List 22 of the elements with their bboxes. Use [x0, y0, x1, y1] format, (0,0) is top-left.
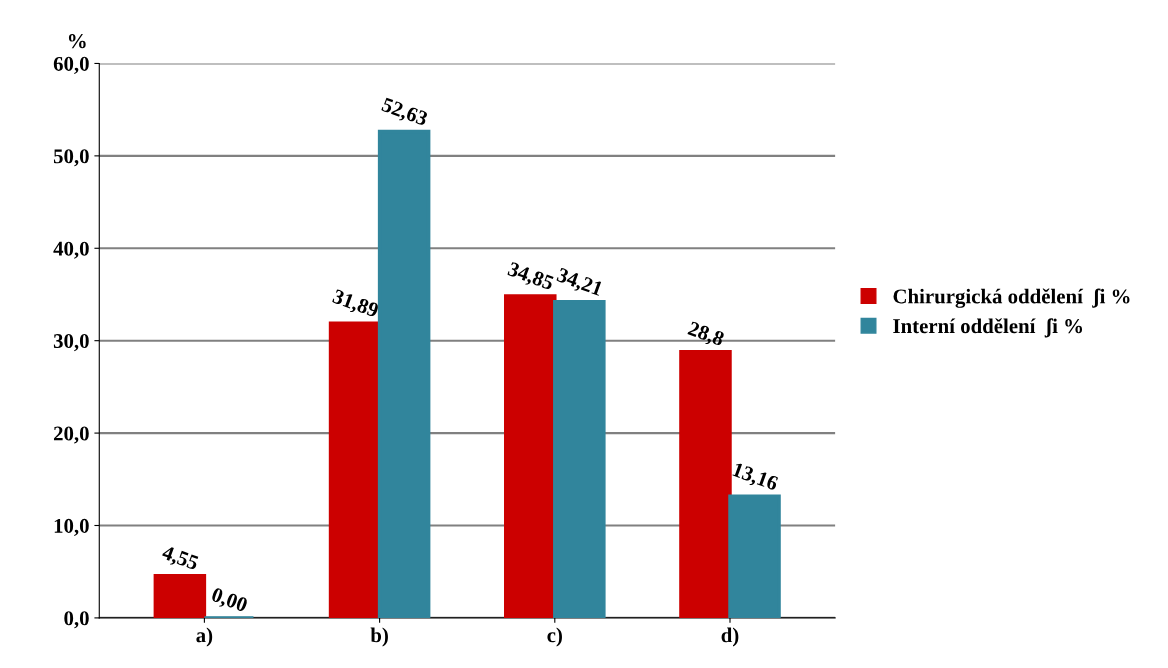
- y-tick-label: 60,0: [53, 56, 89, 74]
- x-tick-label: c): [547, 627, 562, 647]
- legend-label: Interní oddělení ʃi %: [893, 318, 1083, 338]
- y-axis-title: %: [68, 34, 86, 49]
- data-label: 13,16: [731, 462, 779, 494]
- data-label: 52,63: [380, 97, 429, 129]
- y-tick-label: 0,0: [64, 611, 89, 629]
- x-tick-label: a): [196, 627, 213, 647]
- y-tick-label: 20,0: [53, 426, 89, 444]
- x-tick-label: b): [370, 627, 388, 647]
- data-label: 34,85: [506, 261, 555, 294]
- y-tick-label: 10,0: [54, 518, 89, 536]
- data-label: 4,55: [160, 545, 200, 574]
- y-tick-label: 30,0: [53, 334, 89, 352]
- data-label: 28,8: [686, 321, 725, 350]
- data-label: 0,00: [209, 587, 249, 616]
- x-tick-label: d): [721, 627, 739, 647]
- y-tick-label: 40,0: [53, 241, 89, 259]
- data-label: 34,21: [555, 267, 604, 299]
- y-tick-label: 50,0: [53, 149, 89, 167]
- legend-label: Chirurgická oddělení ʃi %: [893, 288, 1130, 308]
- data-label: 31,89: [330, 288, 380, 321]
